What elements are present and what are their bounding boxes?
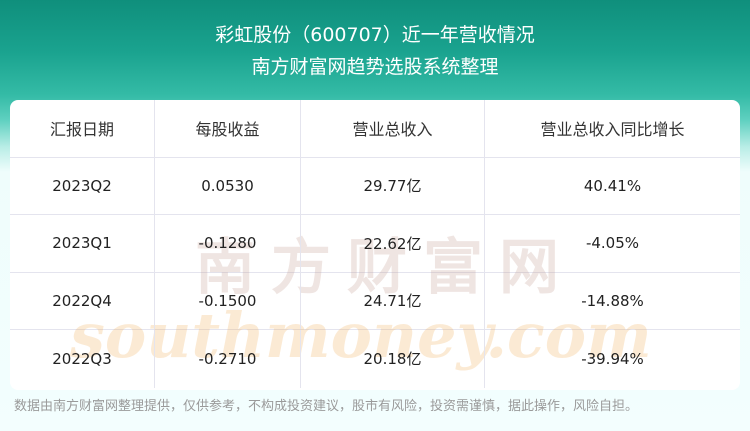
cell-date: 2023Q2 bbox=[10, 157, 155, 214]
cell-eps: 0.0530 bbox=[155, 157, 301, 214]
table-row: 2023Q1 -0.1280 22.62亿 -4.05% bbox=[10, 215, 740, 273]
page-subtitle: 南方财富网趋势选股系统整理 bbox=[251, 56, 499, 78]
column-header: 营业总收入 bbox=[301, 100, 485, 157]
cell-growth: -39.94% bbox=[581, 349, 644, 368]
table-header: 汇报日期 每股收益 营业总收入 营业总收入同比增长 bbox=[10, 100, 740, 158]
cell-growth: -4.05% bbox=[585, 234, 640, 253]
cell-eps: -0.1280 bbox=[155, 215, 301, 272]
column-header: 每股收益 bbox=[155, 100, 301, 157]
cell-eps: -0.1500 bbox=[155, 272, 301, 329]
cell-revenue: 24.71亿 bbox=[301, 272, 485, 329]
cell-date: 2022Q3 bbox=[10, 330, 155, 388]
column-header: 营业总收入同比增长 bbox=[540, 120, 685, 140]
disclaimer: 数据由南方财富网整理提供，仅供参考，不构成投资建议，股市有风险，投资需谨慎，据此… bbox=[14, 399, 639, 414]
table-row: 2023Q2 0.0530 29.77亿 40.41% bbox=[10, 157, 740, 215]
cell-growth: 40.41% bbox=[583, 176, 642, 195]
revenue-table: 南方财富网 southmoney.com 汇报日期 每股收益 营业总收入 营业总… bbox=[10, 100, 740, 390]
cell-revenue: 20.18亿 bbox=[301, 330, 485, 388]
cell-revenue: 22.62亿 bbox=[301, 215, 485, 272]
cell-revenue: 29.77亿 bbox=[301, 157, 485, 214]
cell-date: 2023Q1 bbox=[10, 215, 155, 272]
column-header: 汇报日期 bbox=[10, 100, 155, 157]
cell-eps: -0.2710 bbox=[155, 330, 301, 388]
cell-date: 2022Q4 bbox=[10, 272, 155, 329]
table-row: 2022Q4 -0.1500 24.71亿 -14.88% bbox=[10, 272, 740, 330]
table-row: 2022Q3 -0.2710 20.18亿 -39.94% bbox=[10, 330, 740, 388]
page-title: 彩虹股份（600707）近一年营收情况 bbox=[215, 24, 535, 46]
cell-growth: -14.88% bbox=[581, 291, 644, 310]
